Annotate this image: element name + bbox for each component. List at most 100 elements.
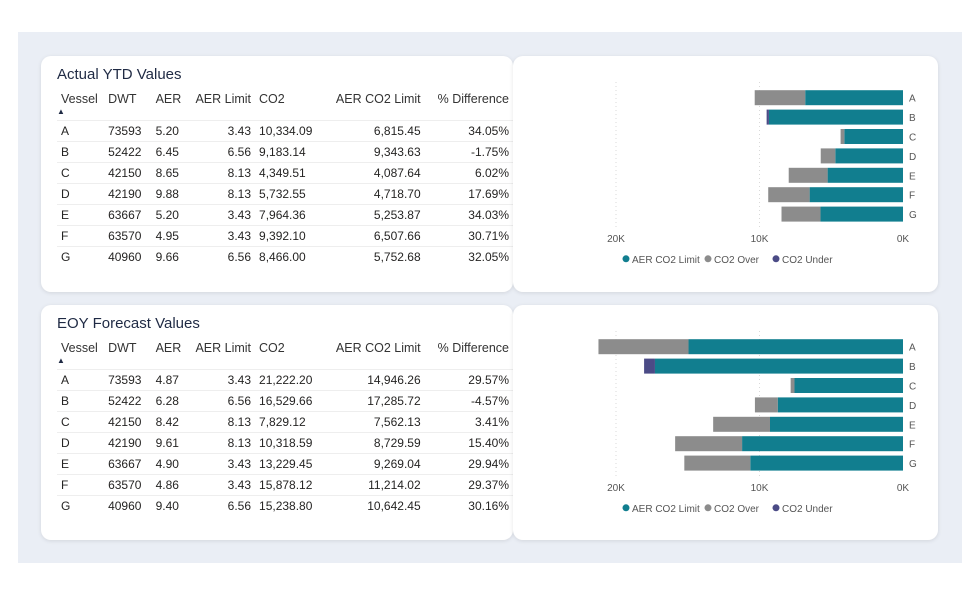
table-cell-difference: 15.40% (424, 432, 513, 454)
legend-item[interactable]: AER CO2 Limit (622, 255, 701, 266)
table-cell-aer: 4.87 (151, 369, 187, 391)
table-cell-dwt: 40960 (104, 246, 152, 267)
table-cell-aer-co2-limit: 17,285.72 (325, 390, 425, 412)
bar-co2-over-g[interactable] (781, 206, 821, 222)
sort-ascending-icon[interactable]: ▲ (57, 107, 65, 116)
column-header-co2[interactable]: CO2 (255, 341, 325, 370)
table-cell-dwt: 40960 (104, 495, 152, 516)
table-cell-dwt: 63667 (104, 204, 152, 226)
table-row[interactable]: D 42190 9.61 8.13 10,318.59 8,729.59 15.40% (57, 432, 513, 454)
table-cell-co2: 13,229.45 (255, 453, 326, 475)
table-row[interactable]: F 63570 4.86 3.43 15,878.12 11,214.02 29.37% (57, 474, 513, 496)
eoy-chart-card: A B C D E F G 20K 10K 0K AER CO2 Limit CO2 Over CO2 … (513, 305, 938, 540)
bar-aer-co2-limit-c[interactable] (844, 129, 903, 144)
sort-ascending-icon[interactable]: ▲ (57, 356, 65, 365)
bar-aer-co2-limit-f[interactable] (809, 187, 903, 203)
table-row[interactable]: B 52422 6.28 6.56 16,529.66 17,285.72 -4.57% (57, 390, 513, 412)
legend-item[interactable]: CO2 Under (772, 504, 834, 515)
table-row[interactable]: A 73593 5.20 3.43 10,334.09 6,815.45 34.05% (57, 120, 513, 142)
column-header-aer-limit[interactable]: AER Limit (187, 92, 255, 121)
bar-co2-over-c[interactable] (840, 129, 845, 144)
bar-aer-co2-limit-e[interactable] (769, 416, 903, 432)
column-header-label: AER (155, 92, 182, 106)
bar-co2-over-g[interactable] (684, 455, 751, 471)
bar-aer-co2-limit-d[interactable] (777, 397, 903, 413)
ytd-table[interactable]: Vessel ▲ DWT AER AER Limit CO2 AER CO2 Limit % … (57, 92, 513, 267)
legend-label: CO2 Over (714, 504, 760, 515)
column-header-dwt[interactable]: DWT (104, 92, 151, 121)
table-cell-co2: 8,466.00 (255, 246, 326, 267)
column-header-co2[interactable]: CO2 (255, 92, 325, 121)
bar-aer-co2-limit-g[interactable] (820, 206, 903, 222)
table-cell-vessel: A (57, 120, 105, 142)
table-cell-difference: 29.37% (424, 474, 513, 496)
eoy-table[interactable]: Vessel ▲ DWT AER AER Limit CO2 AER CO2 Limit % … (57, 341, 513, 516)
table-row[interactable]: G 40960 9.66 6.56 8,466.00 5,752.68 32.05% (57, 246, 513, 267)
column-header-difference[interactable]: % Difference (425, 341, 513, 370)
bar-aer-co2-limit-b[interactable] (654, 358, 903, 374)
table-row[interactable]: A 73593 4.87 3.43 21,222.20 14,946.26 29.57% (57, 369, 513, 391)
column-header-label: AER CO2 Limit (335, 92, 421, 106)
table-cell-aer-co2-limit: 6,507.66 (325, 225, 425, 247)
bar-co2-over-e[interactable] (713, 416, 770, 432)
table-row[interactable]: D 42190 9.88 8.13 5,732.55 4,718.70 17.69% (57, 183, 513, 205)
table-cell-difference: -1.75% (424, 141, 513, 163)
column-header-vessel[interactable]: Vessel ▲ (57, 341, 104, 370)
table-cell-aer-limit: 8.13 (186, 183, 256, 205)
bar-co2-over-c[interactable] (790, 378, 795, 393)
table-cell-difference: 3.41% (424, 411, 513, 433)
column-header-label: % Difference (437, 341, 509, 355)
column-header-difference[interactable]: % Difference (425, 92, 513, 121)
column-header-label: CO2 (259, 341, 285, 355)
bar-aer-co2-limit-a[interactable] (688, 339, 903, 355)
bar-aer-co2-limit-a[interactable] (805, 90, 903, 106)
column-header-label: AER (155, 341, 182, 355)
column-header-aer[interactable]: AER (152, 92, 187, 121)
bar-co2-under-b[interactable] (766, 109, 769, 125)
table-cell-vessel: B (57, 141, 105, 163)
bar-co2-over-d[interactable] (820, 148, 836, 164)
bar-co2-over-f[interactable] (768, 187, 810, 203)
column-header-label: CO2 (259, 92, 285, 106)
table-cell-aer: 4.90 (151, 453, 187, 475)
column-header-aer-limit[interactable]: AER Limit (187, 341, 255, 370)
bar-aer-co2-limit-d[interactable] (835, 148, 903, 164)
table-cell-aer: 9.66 (151, 246, 187, 267)
table-row[interactable]: E 63667 4.90 3.43 13,229.45 9,269.04 29.94% (57, 453, 513, 475)
table-row[interactable]: G 40960 9.40 6.56 15,238.80 10,642.45 30.16% (57, 495, 513, 516)
legend-item[interactable]: CO2 Under (772, 255, 834, 266)
column-header-aer-co2-limit[interactable]: AER CO2 Limit (325, 92, 424, 121)
bar-co2-under-b[interactable] (644, 358, 655, 374)
table-cell-dwt: 63570 (104, 474, 152, 496)
column-header-label: Vessel (61, 341, 98, 355)
bar-aer-co2-limit-g[interactable] (750, 455, 903, 471)
column-header-vessel[interactable]: Vessel ▲ (57, 92, 104, 121)
bar-co2-over-f[interactable] (675, 436, 743, 452)
column-header-aer[interactable]: AER (152, 341, 187, 370)
category-label: B (909, 113, 916, 124)
bar-co2-over-a[interactable] (598, 339, 689, 355)
bar-aer-co2-limit-b[interactable] (768, 109, 903, 125)
table-row[interactable]: C 42150 8.65 8.13 4,349.51 4,087.64 6.02% (57, 162, 513, 184)
legend-item[interactable]: CO2 Over (704, 504, 760, 515)
legend-item[interactable]: AER CO2 Limit (622, 504, 701, 515)
bar-aer-co2-limit-f[interactable] (742, 436, 903, 452)
table-row[interactable]: E 63667 5.20 3.43 7,964.36 5,253.87 34.03% (57, 204, 513, 226)
column-header-label: % Difference (437, 92, 509, 106)
column-header-aer-co2-limit[interactable]: AER CO2 Limit (325, 341, 424, 370)
bar-co2-over-e[interactable] (788, 167, 828, 183)
ytd-title: Actual YTD Values (57, 66, 182, 83)
legend-item[interactable]: CO2 Over (704, 255, 760, 266)
bar-co2-over-d[interactable] (754, 397, 778, 413)
column-header-dwt[interactable]: DWT (104, 341, 151, 370)
bar-aer-co2-limit-e[interactable] (827, 167, 903, 183)
bar-aer-co2-limit-c[interactable] (794, 378, 903, 393)
table-row[interactable]: C 42150 8.42 8.13 7,829.12 7,562.13 3.41% (57, 411, 513, 433)
table-cell-difference: 30.16% (424, 495, 513, 516)
table-cell-aer-limit: 3.43 (186, 369, 256, 391)
table-row[interactable]: B 52422 6.45 6.56 9,183.14 9,343.63 -1.75% (57, 141, 513, 163)
bar-co2-over-a[interactable] (754, 90, 806, 106)
table-row[interactable]: F 63570 4.95 3.43 9,392.10 6,507.66 30.71% (57, 225, 513, 247)
